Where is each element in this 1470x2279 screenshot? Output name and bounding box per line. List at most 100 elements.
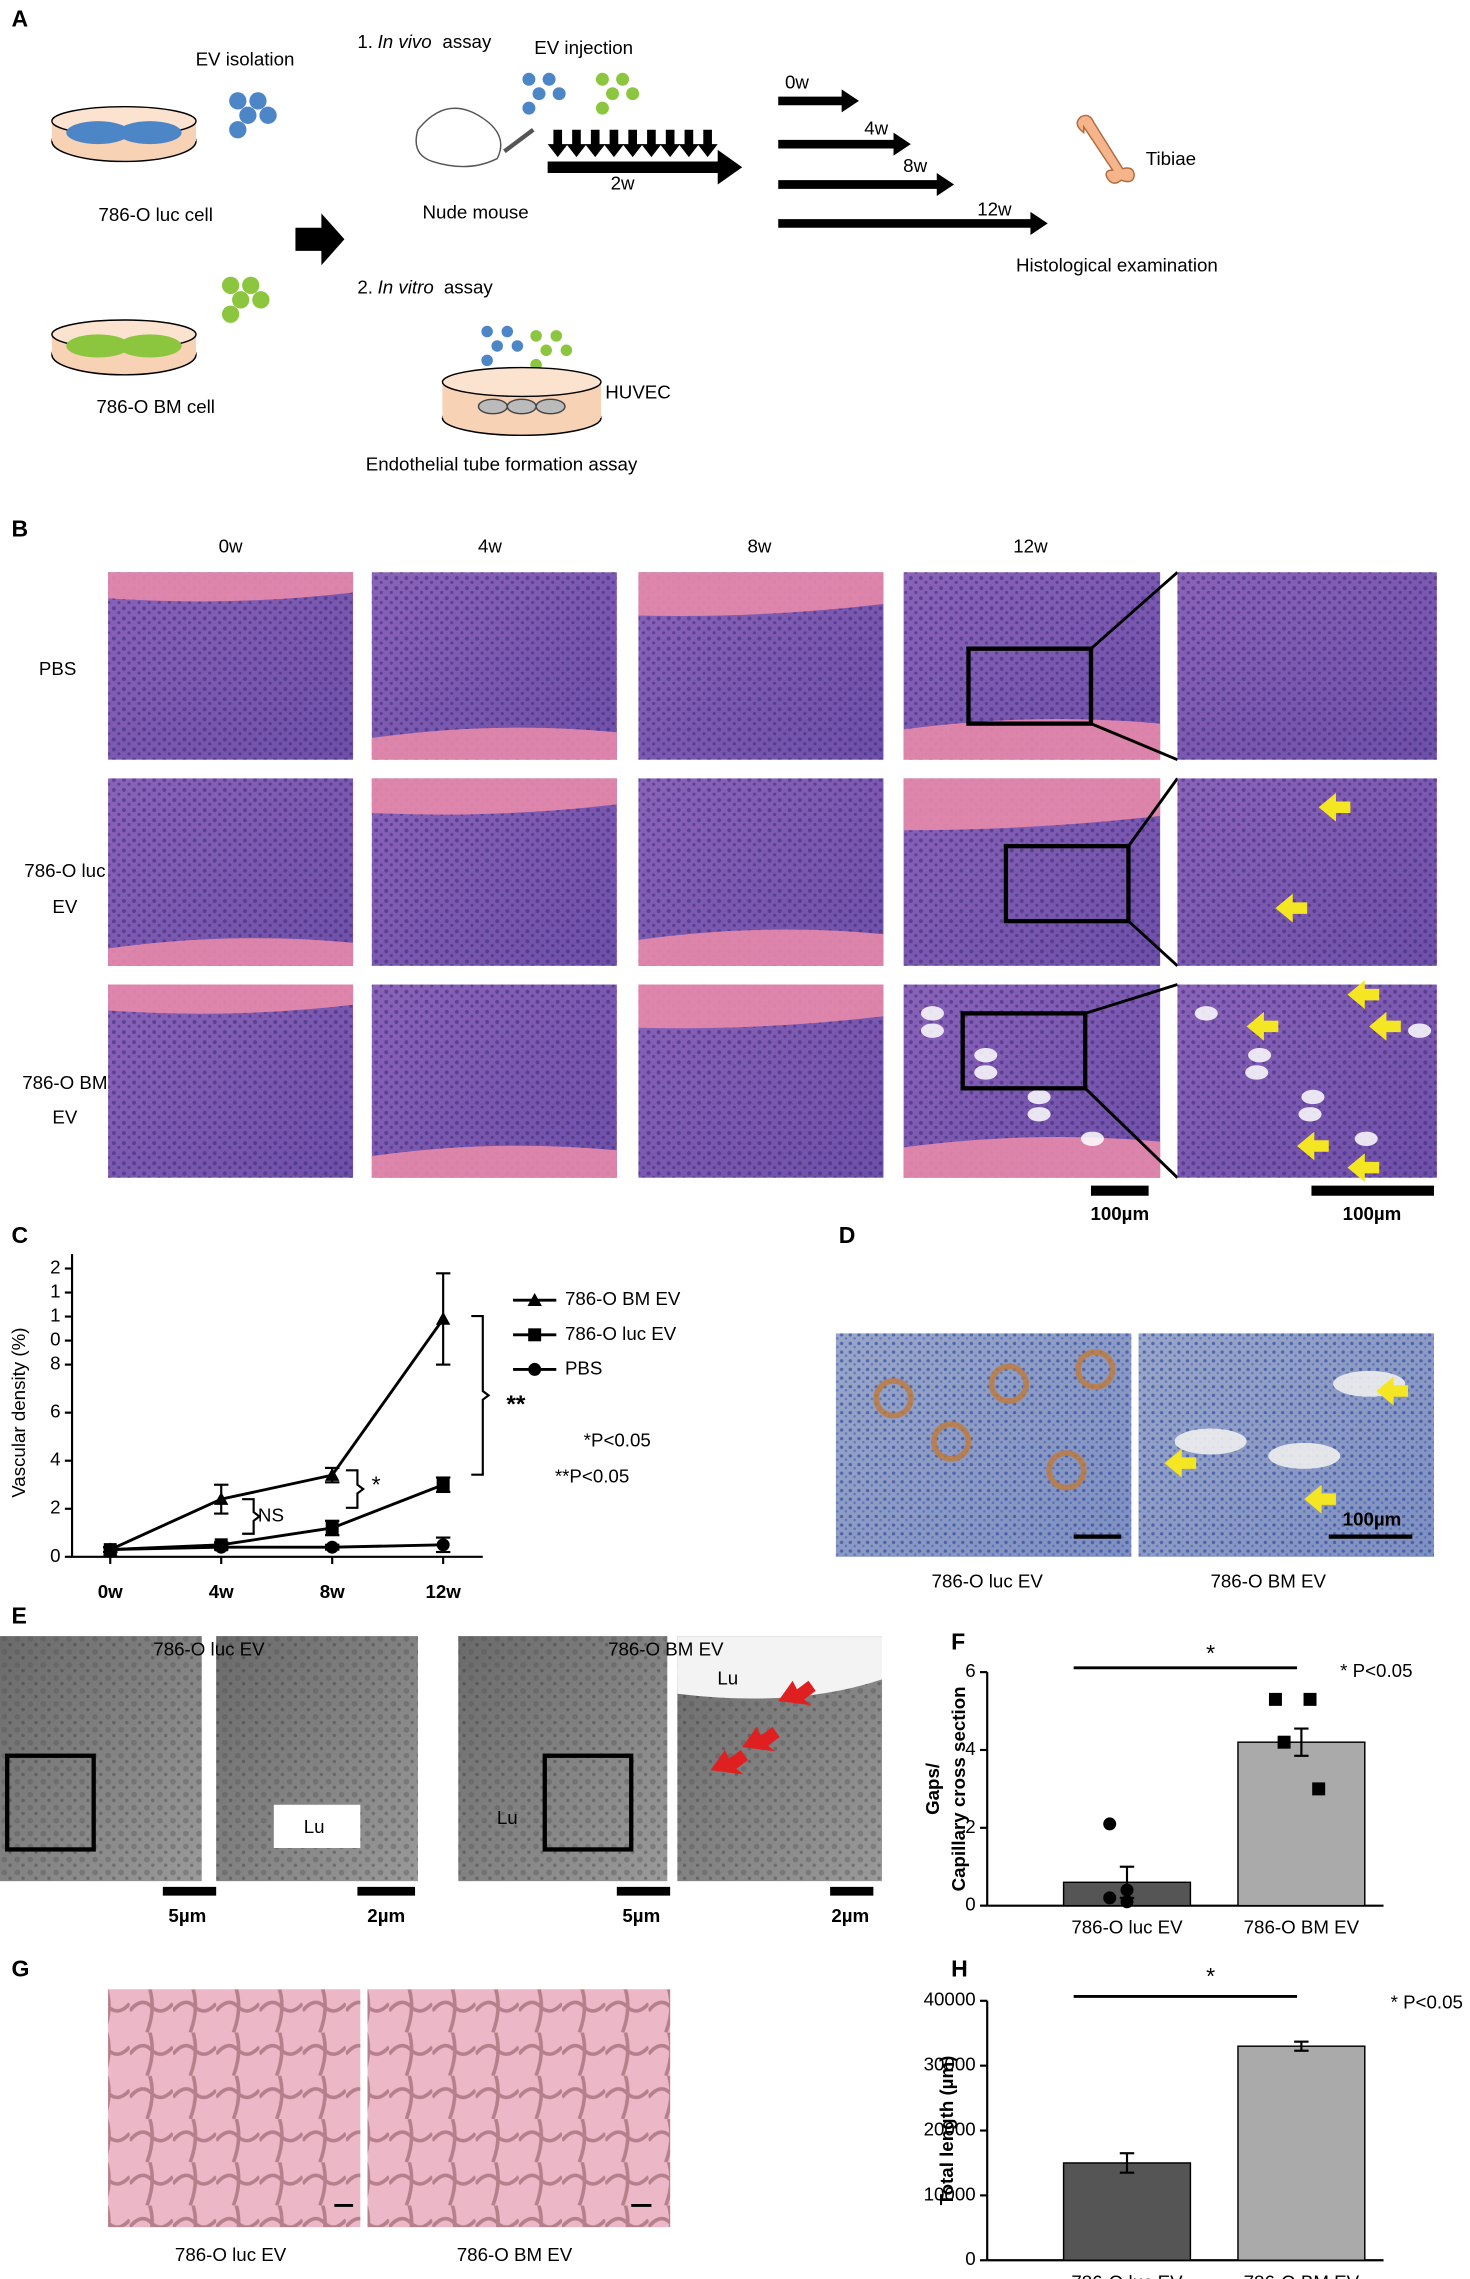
zoom-line [1084,1087,1179,1179]
histology-texture [1177,778,1437,966]
panel-letter: G [12,1956,30,1982]
panel-letter: C [12,1222,29,1248]
big-arrow [295,213,345,266]
label: 12w [977,198,1012,219]
histology-texture [108,778,354,966]
label: 8w [748,536,772,557]
zoom-line [1090,571,1179,650]
label: assay [442,31,492,52]
label: EV injection [534,37,633,58]
y-axis-label: Vascular density (%) [8,1328,29,1498]
bone-region [371,727,617,760]
ev-dot [616,72,630,86]
y-axis-label: Gaps/ [922,1762,943,1815]
legend-label: 786-O BM EV [565,1288,681,1309]
injection-arrow [603,129,625,158]
stain [873,1378,914,1419]
ev-dot [530,330,542,342]
label: 100µm [1343,1509,1402,1530]
bone-region [903,778,1161,831]
bracket [471,1315,491,1476]
zoom-box [542,1753,634,1852]
lumen [273,1804,361,1848]
zoom-line [1090,722,1178,761]
marker [1120,1895,1134,1909]
y-tick-label: 8 [50,1353,60,1374]
ev-dot [242,276,260,295]
legend-label: PBS [565,1357,602,1378]
injection-arrow [697,129,718,158]
vessel-gap [920,1006,944,1021]
label: 5µm [168,1905,206,1926]
cells [66,121,130,145]
ev-dot [595,72,609,86]
label: 786-O luc [24,860,105,881]
histology-texture [108,984,354,1178]
y-tick-label: 2 [50,1256,60,1277]
label: 0w [785,72,809,93]
vessel-gap [920,1023,944,1038]
marker [1277,1735,1291,1749]
bone-region [108,984,354,1014]
yellow-arrow [1347,980,1380,1010]
histology-texture [1177,572,1437,760]
label: 4w [478,536,502,557]
y-tick-label: 0 [965,2248,975,2269]
x-tick-label: 12w [425,1581,461,1602]
time-arrow [778,132,911,156]
label: 2. [357,276,373,297]
marker [1312,1782,1326,1796]
label: 786-O luc EV [153,1638,265,1659]
em-texture [458,1636,668,1882]
annotation: ** [506,1391,526,1418]
vessel-gap [1354,1131,1378,1146]
y-tick-label: 6 [965,1660,975,1681]
legend-marker [527,1293,542,1306]
time-arrow [778,172,955,197]
series-line [110,1543,444,1552]
yellow-arrow [1275,893,1308,923]
marker [325,1540,339,1554]
ev-dot [501,325,514,338]
x-tick-label: 8w [320,1581,345,1602]
lumen [677,1636,882,1699]
zoom-line [1084,983,1178,1015]
y-tick-label: 0 [965,1894,975,1915]
label: In vitro [378,276,434,297]
label: 100µm [1343,1203,1402,1224]
marker [1120,1883,1134,1897]
ev-dot [522,101,536,115]
yellow-arrow [1318,792,1351,822]
y-tick-label: 20000 [924,2118,976,2139]
label: 786-O luc EV [175,2244,287,2265]
zoom-box [966,646,1094,726]
legend-marker [528,1328,542,1342]
bracket [242,1498,262,1535]
injection-arrow [547,129,568,158]
injection-arrow [660,129,681,158]
cells [118,121,182,145]
ev-dot [239,106,257,124]
y-tick-label: 30000 [924,2054,976,2075]
ev-dot [229,121,247,139]
vessel-gap [1027,1089,1051,1105]
vessel-gap [1245,1065,1269,1080]
zoom-line [1127,777,1179,848]
label: 786-O BM cell [96,396,215,417]
bar [1062,2162,1192,2261]
y-tick-label: 6 [50,1401,60,1422]
panel-letter: E [12,1602,27,1628]
panel-letter: H [951,1956,968,1982]
yellow-arrow [1164,1448,1197,1478]
zoom-line [1127,920,1179,967]
annotation: * [1206,1640,1215,1666]
y-tick-label: 10000 [924,2183,976,2204]
x-tick-label: 4w [209,1581,234,1602]
label: 8w [903,155,927,176]
ev-dot [249,92,267,110]
mouse [415,107,502,168]
label: 2µm [831,1905,869,1926]
label: 786-O BM EV [608,1638,724,1659]
ev-dot [221,305,240,323]
